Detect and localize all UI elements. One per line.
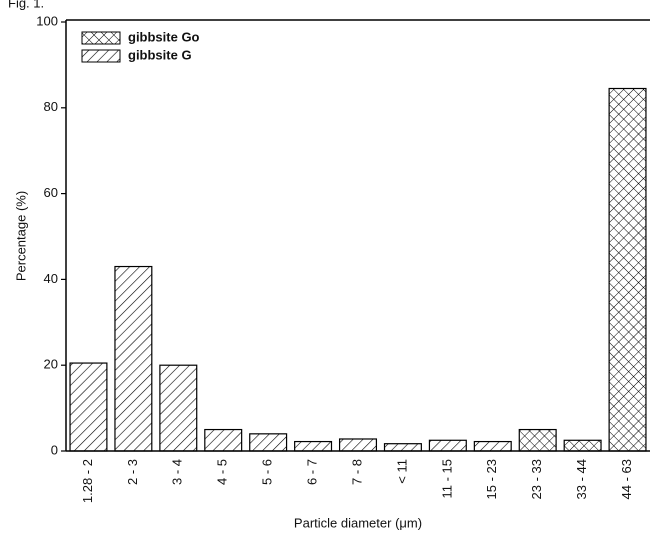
legend-swatch: [81, 31, 121, 45]
bar: [338, 438, 378, 452]
x-tick-label: 4 - 5: [215, 459, 230, 485]
bar: [563, 439, 602, 452]
bar: [473, 440, 512, 452]
bar: [249, 433, 288, 452]
bar: [159, 364, 198, 452]
y-tick-label: 40: [44, 271, 58, 286]
y-axis-label: Percentage (%): [13, 191, 28, 281]
x-tick-label: 11 - 15: [439, 459, 454, 499]
figure-label: Fig. 1.: [8, 0, 44, 10]
y-tick-label: 0: [51, 442, 58, 457]
y-tick-label: 80: [44, 99, 58, 114]
y-tick-label: 100: [36, 13, 58, 28]
bar: [294, 440, 333, 452]
x-tick-label: < 11: [394, 459, 409, 484]
x-tick-label: 7 - 8: [349, 459, 364, 485]
legend-label: gibbsite G: [128, 47, 192, 62]
x-tick-label: 33 - 44: [574, 459, 589, 499]
x-tick-label: 15 - 23: [484, 459, 499, 499]
x-tick-label: 5 - 6: [260, 459, 275, 485]
y-tick-label: 60: [44, 185, 58, 200]
x-tick-label: 6 - 7: [305, 459, 320, 485]
bar: [383, 443, 422, 452]
x-tick-label: 44 - 63: [619, 459, 634, 499]
legend-swatch: [81, 49, 121, 63]
x-tick-label: 2 - 3: [125, 459, 140, 485]
bar: [428, 439, 467, 452]
y-tick-label: 20: [44, 357, 58, 372]
bar: [518, 428, 557, 452]
legend-label: gibbsite Go: [128, 29, 200, 44]
bar: [204, 428, 243, 452]
x-tick-label: 23 - 33: [529, 459, 544, 499]
x-axis-label: Particle diameter (μm): [294, 515, 422, 530]
x-tick-label: 3 - 4: [170, 459, 185, 485]
bar: [69, 362, 108, 452]
x-tick-label: 1.28 - 2: [80, 459, 95, 503]
bar: [608, 87, 647, 452]
bar: [114, 265, 153, 452]
